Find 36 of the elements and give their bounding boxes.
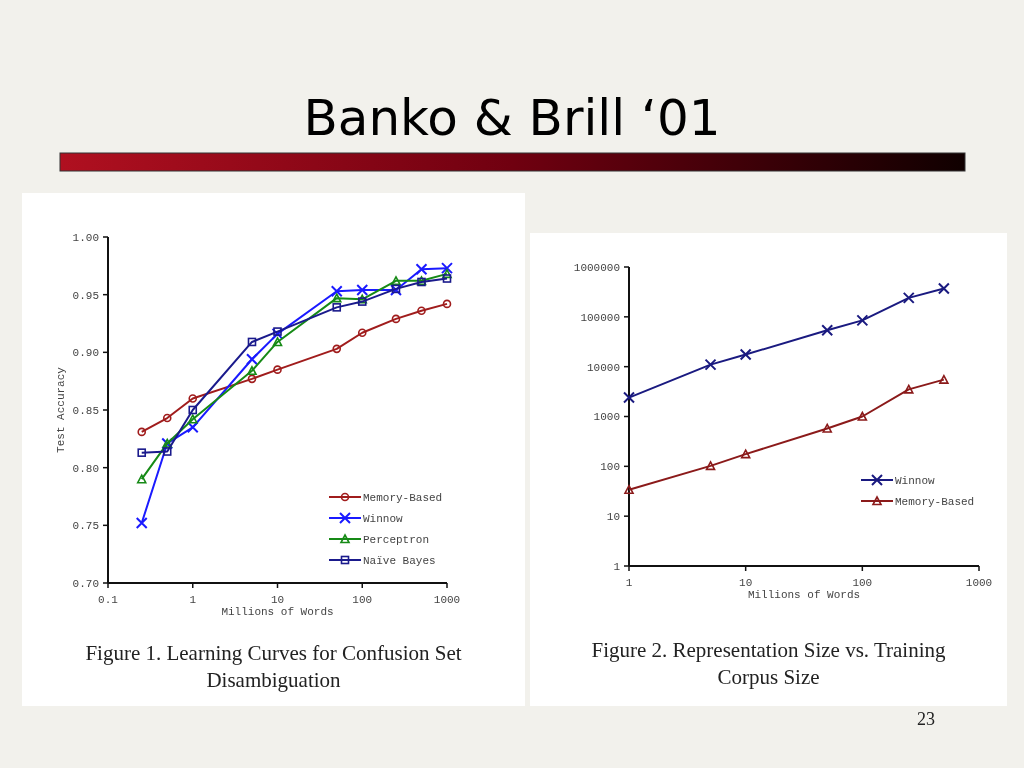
- y-tick-label: 0.80: [72, 462, 99, 475]
- y-tick-label: 10000: [586, 361, 620, 374]
- x-tick-label: 1: [625, 577, 633, 589]
- x-tick-label: 1000: [433, 594, 461, 606]
- legend-label: Winnow: [895, 474, 936, 487]
- text: 23: [917, 709, 935, 729]
- legend-label: Winnow: [363, 512, 404, 525]
- y-tick-label: 0.90: [72, 347, 99, 360]
- y-tick-label: 1.00: [72, 231, 99, 244]
- x-tick-label: 0.1: [98, 594, 119, 606]
- x-tick-label: 10: [739, 577, 753, 589]
- x-tick-label: 10: [270, 594, 285, 606]
- y-tick-label: 1000: [593, 411, 620, 424]
- y-tick-label: 0.75: [72, 520, 99, 533]
- y-tick-label: 10: [606, 511, 620, 524]
- x-tick-label: 100: [352, 594, 373, 606]
- x-tick-label: 1000: [965, 577, 993, 589]
- y-tick-label: 0.95: [72, 289, 99, 302]
- legend-label: Memory-Based: [895, 495, 975, 508]
- x-tick-label: 1: [189, 594, 197, 606]
- y-tick-label: 1000000: [573, 261, 620, 274]
- y-tick-label: 100000: [580, 311, 620, 324]
- legend-label: Perceptron: [363, 533, 430, 546]
- legend-label: Memory-Based: [363, 491, 443, 504]
- y-axis-title: Test Accuracy: [55, 366, 67, 453]
- y-tick-label: 0.70: [72, 577, 99, 590]
- y-tick-label: 1: [613, 560, 621, 573]
- x-tick-label: 100: [852, 577, 873, 589]
- y-tick-label: 100: [600, 461, 620, 474]
- x-axis-title: Millions of Words: [747, 589, 861, 601]
- text: Banko & Brill ‘01: [303, 89, 721, 147]
- y-tick-label: 0.85: [72, 404, 99, 417]
- caption: Figure 1. Learning Curves for Confusion Set Disambiguation: [85, 641, 462, 692]
- x-axis-title: Millions of Words: [221, 606, 334, 618]
- caption: Figure 2. Representation Size vs. Training Corpus Size: [591, 638, 947, 689]
- legend-label: Naïve Bayes: [363, 554, 436, 567]
